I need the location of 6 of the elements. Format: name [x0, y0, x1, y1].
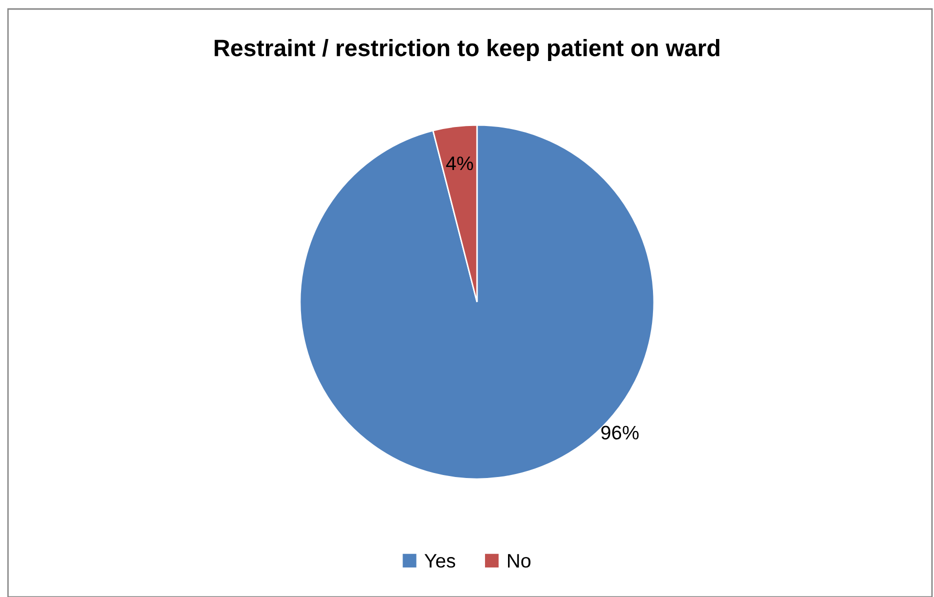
- data-label: 4%: [446, 156, 474, 170]
- legend-label: Yes: [424, 554, 456, 568]
- data-label: 96%: [601, 426, 639, 440]
- legend-label: No: [508, 554, 530, 568]
- chart-title: Restraint / restriction to keep patient on ward: [214, 38, 720, 62]
- pie-slice: [299, 124, 655, 480]
